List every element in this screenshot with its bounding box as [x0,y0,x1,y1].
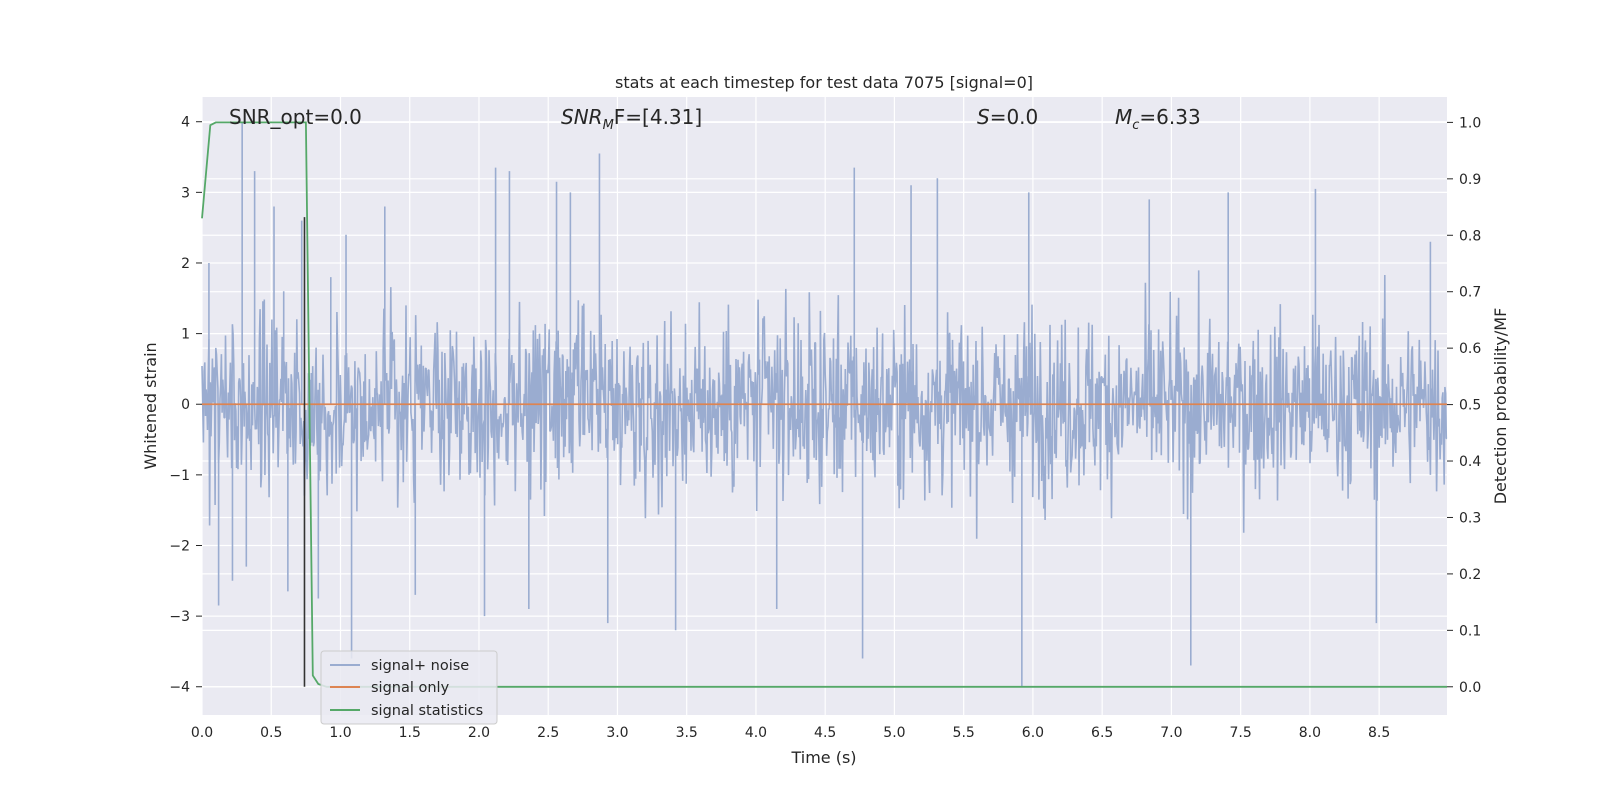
legend-label-signal-statistics: signal statistics [371,703,483,719]
annotation-mc-rest: =6.33 [1139,105,1200,129]
annotation-mc-main: M [1115,105,1132,129]
chart-title: stats at each timestep for test data 707… [615,73,1033,92]
x-tick-label: 8.5 [1368,725,1390,741]
annotation-snr-mf-sub: M [603,118,614,133]
x-tick-label: 5.0 [883,725,905,741]
y-tick-label: −1 [169,468,190,484]
y2-tick-label: 1.0 [1459,115,1481,131]
y-tick-label: 3 [181,185,190,201]
annotation-s-rest: =0.0 [990,105,1039,129]
y2-tick-label: 0.5 [1459,398,1481,414]
annotation-mc: Mc=6.33 [1115,105,1201,133]
y-tick-label: −4 [169,680,190,696]
y2-tick-label: 0.7 [1459,285,1481,301]
y-tick-label: 2 [181,256,190,272]
y2-tick-label: 0.1 [1459,623,1481,639]
x-tick-label: 4.0 [745,725,767,741]
axes: 0.0 0.5 1.0 1.5 2.0 2.5 3.0 3.5 4.0 4.5 5.0 5.5 6.0 6… [169,115,1481,741]
x-tick-label: 5.5 [953,725,975,741]
x-tick-label: 3.5 [676,725,698,741]
annotation-snr-mf-main: SNR [561,105,603,129]
legend-label-signal-only: signal only [371,680,450,696]
y-axis-label: Whitened strain [141,342,160,469]
signal-noise-series [201,121,1448,687]
x-tick-label: 0.0 [191,725,213,741]
y2-tick-label: 0.2 [1459,567,1481,583]
x-tick-label: 0.5 [260,725,282,741]
y-tick-label: −3 [169,609,190,625]
x-tick-label: 1.5 [399,725,421,741]
x-tick-label: 4.5 [814,725,836,741]
y2-tick-label: 0.4 [1459,454,1481,470]
y2-tick-label: 0.6 [1459,341,1481,357]
annotation-s-main: S [977,105,990,129]
annotation-snr-mf-rest: F=[4.31] [614,105,702,129]
legend: signal+ noise signal only signal statist… [320,650,498,725]
y2-tick-label: 0.8 [1459,228,1481,244]
x-tick-label: 8.0 [1299,725,1321,741]
x-tick-label: 1.0 [329,725,351,741]
y-tick-label: 0 [181,397,190,413]
y2-axis-label: Detection probability/MF [1491,308,1510,505]
x-tick-label: 7.0 [1160,725,1182,741]
y-tick-label: 1 [181,327,190,343]
y2-tick-label: 0.9 [1459,172,1481,188]
x-tick-label: 6.0 [1022,725,1044,741]
x-tick-label: 3.0 [606,725,628,741]
x-tick-label: 2.5 [537,725,559,741]
y-tick-label: 4 [181,115,190,131]
annotation-mc-sub: c [1132,118,1139,133]
annotation-s: S=0.0 [977,105,1038,129]
legend-label-signal-noise: signal+ noise [371,658,469,674]
annotation-snr-mf: SNRMF=[4.31] [561,105,702,133]
x-tick-label: 7.5 [1230,725,1252,741]
x-tick-label: 6.5 [1091,725,1113,741]
signal-noise-line [201,270,1448,539]
y2-tick-label: 0.0 [1459,680,1481,696]
legend-box [320,650,498,725]
annotation-snr-opt: SNR_opt=0.0 [229,105,362,129]
x-axis-label: Time (s) [790,748,856,767]
y-tick-label: −2 [169,538,190,554]
x-tick-label: 2.0 [468,725,490,741]
y2-tick-label: 0.3 [1459,510,1481,526]
